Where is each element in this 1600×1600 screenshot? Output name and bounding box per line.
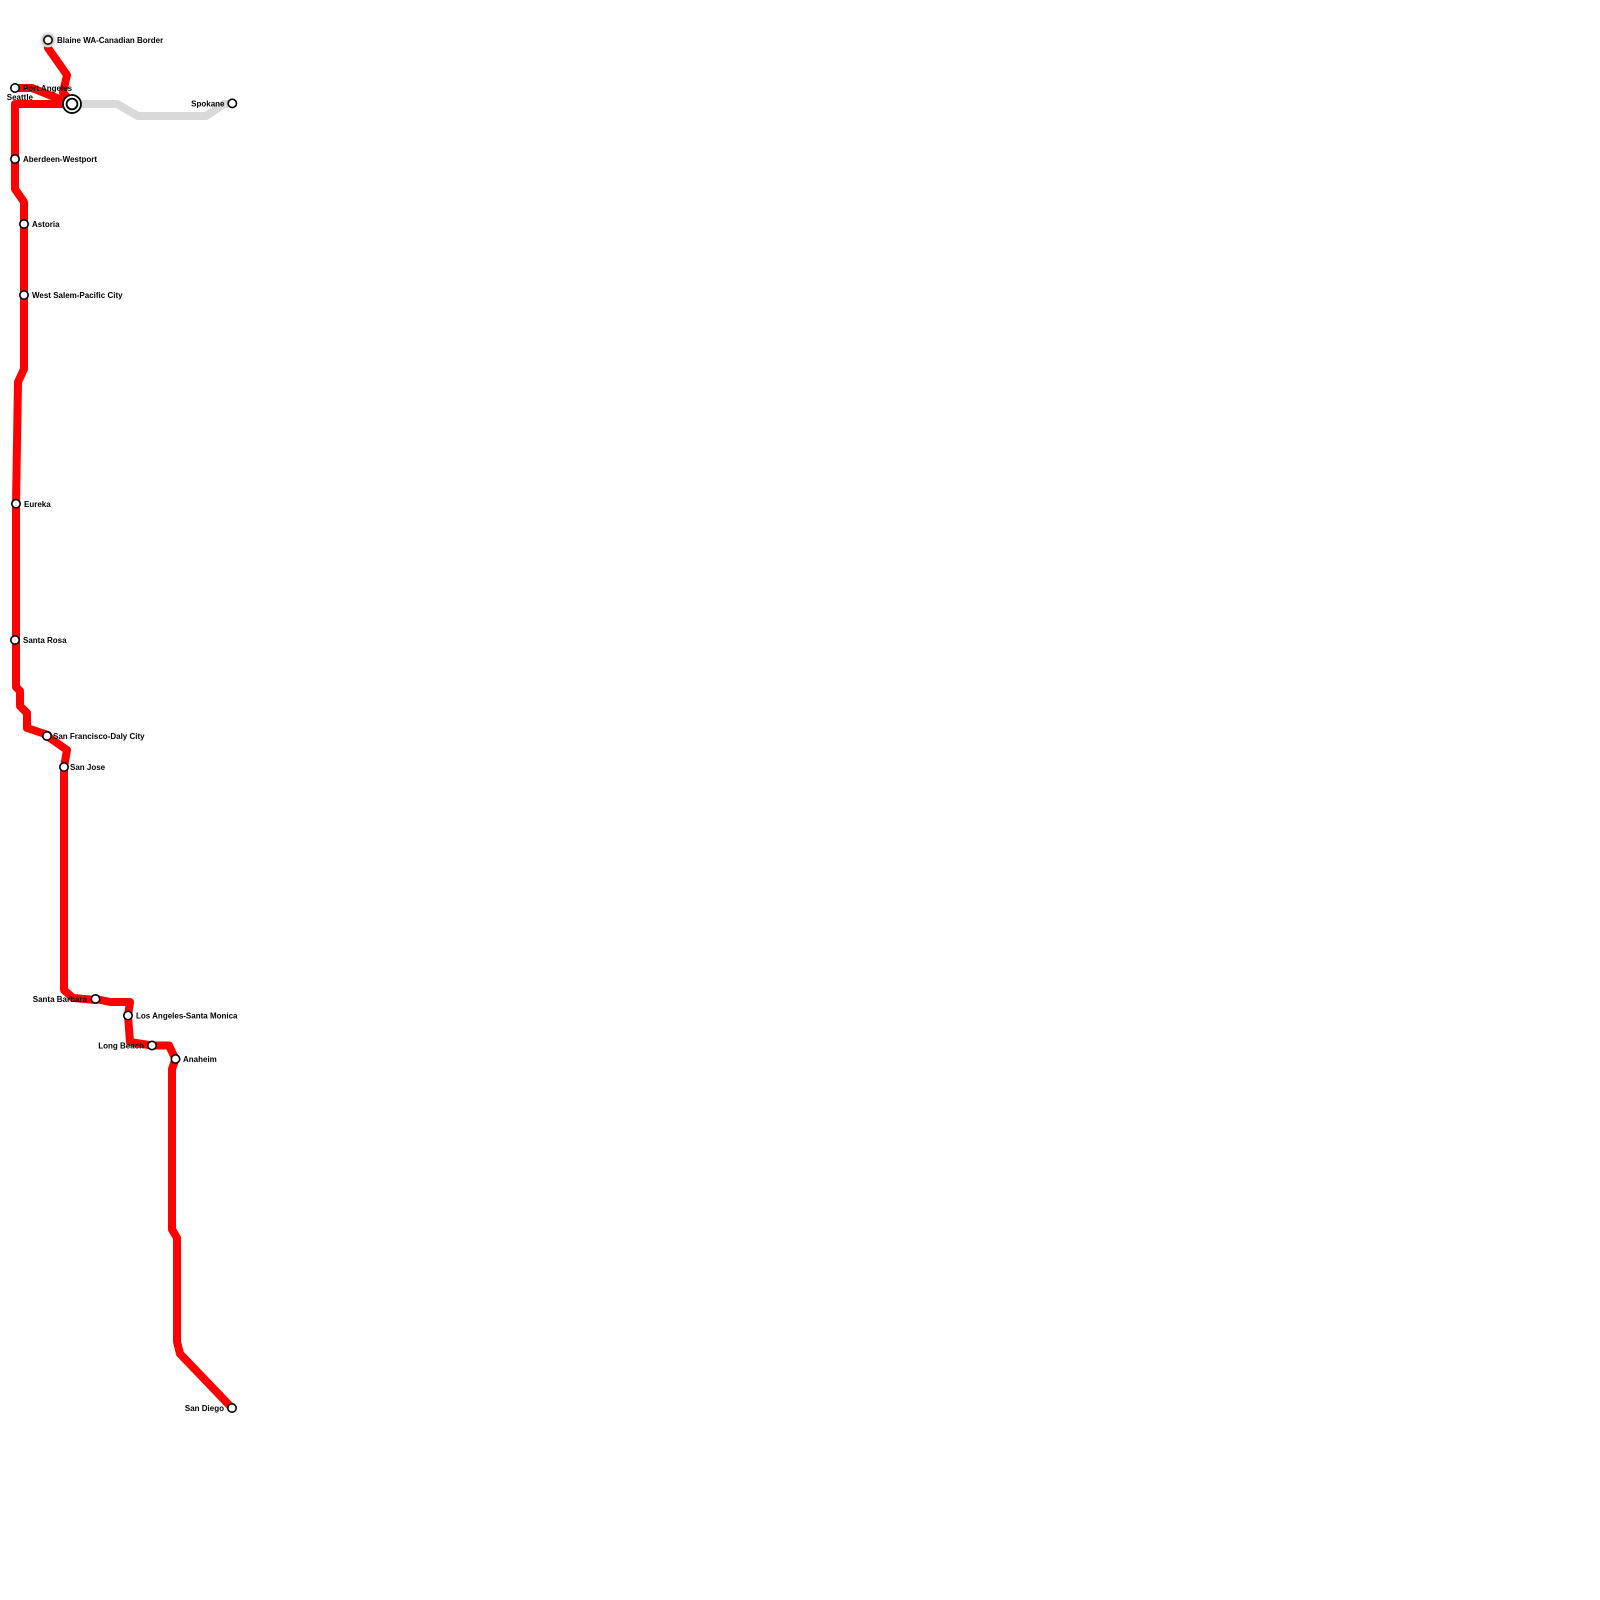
svg-text:Anaheim: Anaheim — [183, 1055, 217, 1064]
svg-text:Santa Rosa: Santa Rosa — [23, 636, 67, 645]
svg-text:San Francisco-Daly City: San Francisco-Daly City — [53, 732, 145, 741]
svg-text:Long Beach: Long Beach — [98, 1042, 144, 1051]
svg-text:Blaine WA-Canadian Border: Blaine WA-Canadian Border — [57, 36, 163, 45]
svg-text:West Salem-Pacific City: West Salem-Pacific City — [32, 291, 123, 300]
svg-text:Seattle: Seattle — [7, 93, 34, 102]
svg-text:Spokane: Spokane — [191, 99, 225, 108]
svg-text:Santa Barbara: Santa Barbara — [33, 995, 88, 1004]
svg-text:Port Angeles: Port Angeles — [23, 84, 73, 93]
svg-text:Astoria: Astoria — [32, 220, 60, 229]
svg-text:Los Angeles-Santa Monica: Los Angeles-Santa Monica — [136, 1012, 238, 1021]
svg-text:Aberdeen-Westport: Aberdeen-Westport — [23, 155, 97, 164]
svg-text:San Jose: San Jose — [70, 763, 106, 772]
svg-text:Eureka: Eureka — [24, 500, 51, 509]
svg-text:San Diego: San Diego — [185, 1404, 224, 1413]
